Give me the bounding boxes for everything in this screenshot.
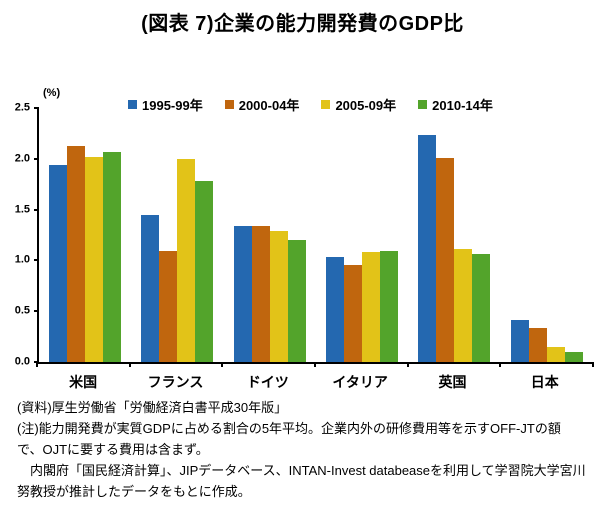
bar — [454, 249, 473, 362]
x-tick-mark — [499, 362, 502, 367]
x-category-label: ドイツ — [246, 374, 289, 390]
legend-label: 2000-04年 — [238, 98, 300, 113]
y-axis-unit-label: (%) — [43, 87, 61, 99]
bar — [344, 265, 363, 362]
legend-label: 2010-14年 — [432, 98, 493, 113]
y-tick-mark — [34, 157, 39, 160]
plot-area: 0.0 0.5 1.0 1.5 2.0 2.5 — [15, 102, 594, 367]
legend-item: 2010-14年 — [418, 95, 493, 114]
bar-group-4 — [408, 108, 500, 362]
bar-group-5 — [501, 108, 593, 362]
bar — [103, 151, 122, 362]
bar-group-3 — [316, 108, 408, 362]
y-tick-label: 2.5 — [14, 101, 30, 114]
note-line: 内閣府「国民経済計算」、JIPデータベース、INTAN-Invest datab… — [17, 463, 586, 478]
x-category-label: 日本 — [530, 374, 559, 390]
bar — [269, 230, 288, 362]
x-category-label: 米国 — [69, 374, 98, 390]
bar — [287, 240, 306, 362]
note-line: (注)能力開発費が実質GDPに占める割合の5年平均。企業内外の研修費用等を示すO… — [17, 421, 561, 436]
x-tick-mark — [314, 362, 316, 367]
y-tick-label: 2.0 — [14, 152, 30, 165]
x-tick-mark — [36, 362, 38, 367]
x-axis-labels: 米国 フランス ドイツ イタリア 英国 日本 — [37, 372, 591, 392]
legend-swatch-icon — [128, 100, 137, 109]
legend-item: 2000-04年 — [224, 95, 300, 114]
y-tick-label: 1.5 — [14, 203, 30, 216]
bar — [418, 135, 437, 362]
y-tick-mark — [34, 208, 39, 211]
legend-swatch-icon — [321, 100, 331, 109]
bar — [564, 351, 583, 362]
legend-swatch-icon — [418, 100, 428, 109]
bar — [233, 225, 252, 362]
bar-group-0 — [39, 108, 131, 362]
legend-label: 2005-09年 — [335, 98, 397, 113]
x-tick-mark — [128, 362, 131, 367]
bar — [67, 145, 86, 362]
x-tick-mark — [592, 362, 594, 367]
note-line: で、OJTに要する費用は含まず。 — [17, 442, 209, 457]
bar-group-2 — [224, 108, 316, 362]
bar — [251, 225, 270, 362]
bar — [49, 164, 68, 362]
bar — [177, 158, 196, 362]
legend-item: 2005-09年 — [321, 95, 396, 114]
y-tick-label: 1.0 — [14, 253, 30, 266]
x-tick-mark — [221, 362, 224, 367]
bar-group-1 — [131, 108, 223, 362]
y-tick-mark — [34, 107, 39, 109]
x-category-label: イタリア — [332, 374, 388, 390]
y-tick-label: 0.0 — [14, 355, 30, 368]
legend-item: 1995-99年 — [128, 95, 203, 114]
note-line: 努教授が推計したデータをもとに作成。 — [17, 484, 251, 499]
bar — [326, 257, 345, 362]
bar-groups — [39, 108, 593, 362]
bar — [436, 157, 455, 362]
y-tick-mark — [34, 259, 39, 262]
bar — [85, 156, 104, 362]
x-tick-mark — [406, 362, 409, 367]
legend-label: 1995-99年 — [142, 98, 203, 113]
x-category-label: フランス — [147, 374, 204, 390]
source-notes: (資料)厚生労働省「労働経済白書平成30年版」 (注)能力開発費が実質GDPに占め… — [17, 397, 599, 502]
x-axis-ticks — [36, 362, 594, 368]
bar — [528, 328, 547, 362]
bar — [141, 214, 160, 362]
chart-legend: 1995-99年 2000-04年 2005-09年 2010-14年 — [128, 95, 493, 114]
chart-title: (図表 7)企業の能力開発費のGDP比 — [141, 13, 464, 35]
bar — [472, 254, 491, 362]
y-tick-label: 0.5 — [14, 304, 30, 317]
y-tick-mark — [34, 310, 39, 313]
bar — [362, 252, 381, 362]
bar — [510, 320, 529, 362]
note-line: (資料)厚生労働省「労働経済白書平成30年版」 — [17, 400, 288, 415]
bar — [380, 251, 399, 362]
x-category-label: 英国 — [438, 374, 467, 390]
bar — [195, 181, 214, 362]
legend-swatch-icon — [224, 100, 234, 109]
bar — [159, 251, 178, 362]
bar — [546, 346, 565, 362]
